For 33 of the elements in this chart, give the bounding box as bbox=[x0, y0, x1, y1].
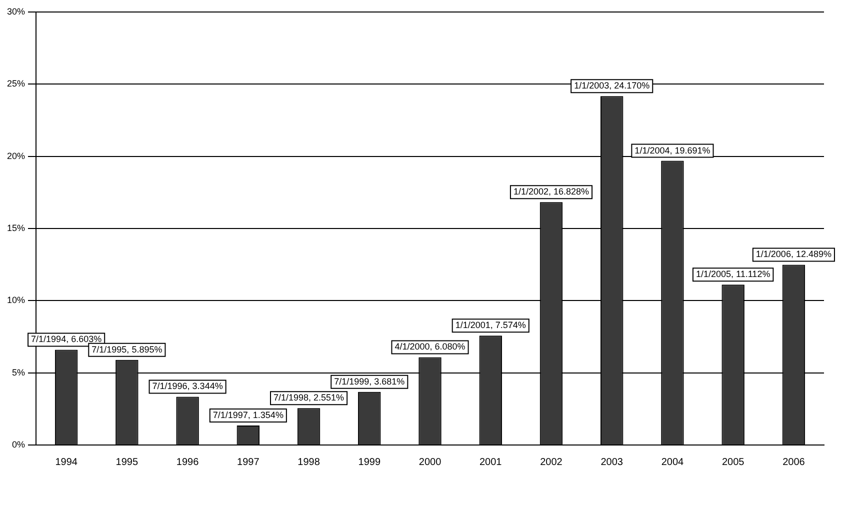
data-label: 7/1/1996, 3.344% bbox=[152, 381, 223, 392]
data-label: 4/1/2000, 6.080% bbox=[394, 342, 466, 352]
x-tick-label: 2006 bbox=[782, 456, 806, 468]
x-tick-label: 2004 bbox=[661, 456, 684, 468]
x-tick-label: 2003 bbox=[600, 456, 624, 468]
x-tick-label: 1996 bbox=[176, 456, 200, 468]
data-label: 1/1/2005, 11.112% bbox=[696, 269, 770, 280]
y-tick-label: 10% bbox=[7, 295, 26, 306]
y-tick-label: 0% bbox=[12, 439, 26, 450]
data-label: 1/1/2002, 16.828% bbox=[513, 186, 590, 197]
x-tick-label: 2005 bbox=[722, 456, 745, 468]
x-tick-label: 2000 bbox=[418, 456, 442, 468]
x-tick-label: 2002 bbox=[540, 456, 563, 468]
data-label: 7/1/1995, 5.895% bbox=[92, 344, 162, 354]
data-label: 1/1/2003, 24.170% bbox=[574, 80, 650, 91]
data-label: 1/1/2006, 12.489% bbox=[756, 249, 832, 260]
x-tick-label: 1999 bbox=[358, 456, 381, 468]
y-tick-label: 30% bbox=[7, 6, 26, 16]
y-tick-label: 5% bbox=[12, 367, 26, 378]
x-tick-label: 2001 bbox=[479, 456, 502, 468]
y-tick-label: 15% bbox=[7, 222, 26, 233]
data-label: 7/1/1999, 3.681% bbox=[334, 376, 405, 386]
x-tick-label: 1998 bbox=[298, 456, 320, 468]
y-tick-label: 20% bbox=[7, 150, 26, 161]
data-label: 1/1/2001, 7.574% bbox=[455, 320, 526, 330]
data-label: 7/1/1994, 6.603% bbox=[31, 334, 102, 344]
x-tick-label: 1995 bbox=[116, 456, 138, 468]
data-label: 1/1/2004, 19.691% bbox=[634, 145, 710, 156]
data-label: 7/1/1998, 2.551% bbox=[273, 392, 344, 403]
data-label: 7/1/1997, 1.354% bbox=[212, 410, 284, 420]
x-tick-label: 1997 bbox=[237, 456, 260, 468]
x-tick-label: 1994 bbox=[55, 456, 78, 468]
y-tick-label: 25% bbox=[7, 78, 26, 89]
